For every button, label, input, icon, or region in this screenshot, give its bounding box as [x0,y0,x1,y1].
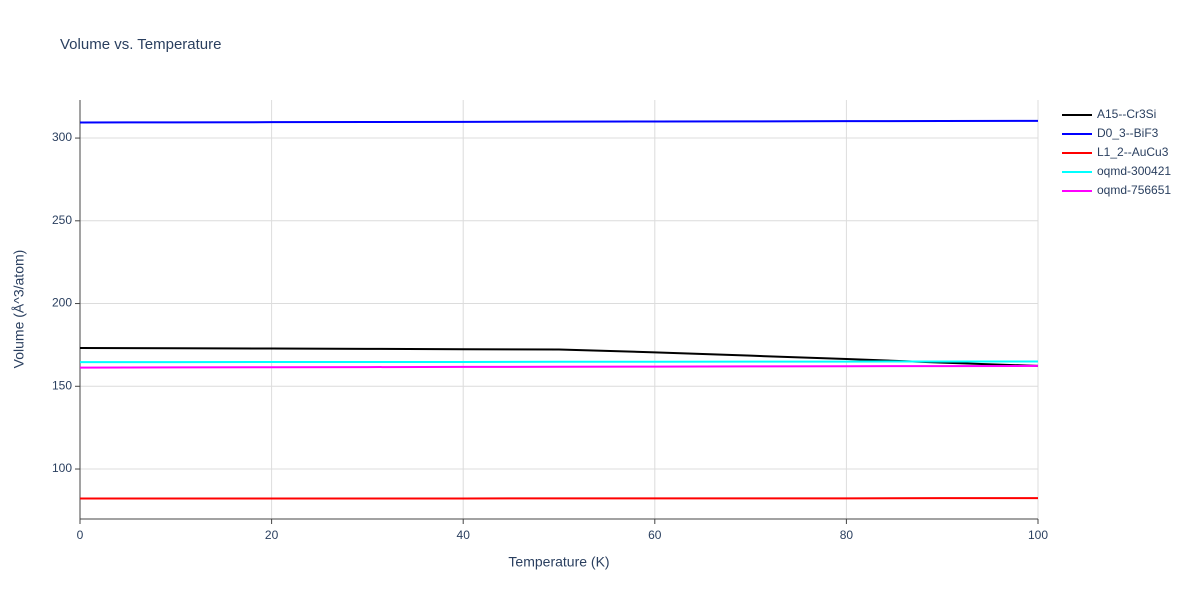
x-tick-label: 0 [77,528,84,542]
y-axis-title: Volume (Å^3/atom) [11,250,27,369]
legend-label: A15--Cr3Si [1097,107,1156,121]
y-tick-label: 150 [52,378,72,392]
x-tick-label: 100 [1028,528,1048,542]
x-tick-label: 60 [648,528,662,542]
legend-label: L1_2--AuCu3 [1097,145,1169,159]
legend-label: oqmd-756651 [1097,183,1171,197]
series-line [79,364,1039,369]
y-tick-label: 300 [52,130,72,144]
x-tick-label: 40 [457,528,471,542]
y-tick-label: 250 [52,213,72,227]
x-axis-title: Temperature (K) [508,554,609,570]
series-line [80,360,1038,364]
y-tick-label: 200 [52,296,72,310]
x-tick-label: 20 [265,528,279,542]
chart-title: Volume vs. Temperature [60,36,221,53]
series-line [79,119,1039,124]
series-line [79,347,1039,367]
legend-label: oqmd-300421 [1097,164,1171,178]
legend-label: D0_3--BiF3 [1097,126,1159,140]
x-tick-label: 80 [840,528,854,542]
y-tick-label: 100 [52,461,72,475]
